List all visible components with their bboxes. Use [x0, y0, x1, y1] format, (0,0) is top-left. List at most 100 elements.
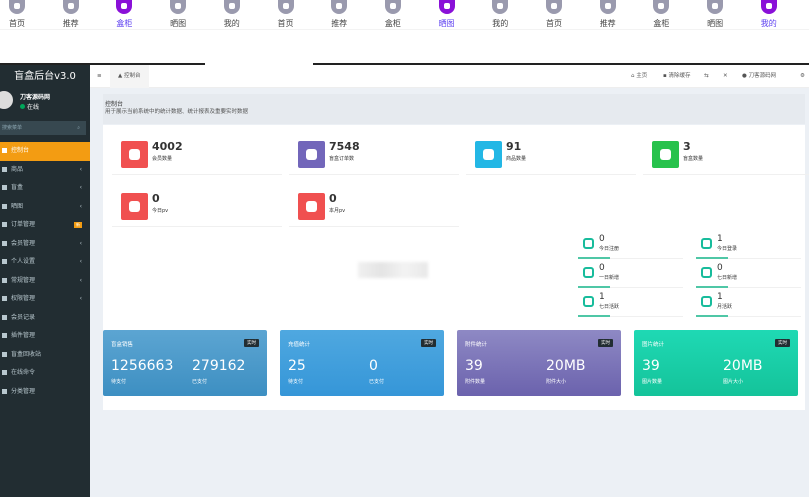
chevron-left-icon: ‹: [79, 202, 82, 210]
mini-stat-icon: [583, 267, 594, 278]
chevron-left-icon: ‹: [79, 295, 82, 302]
tab-item[interactable]: 我的: [212, 0, 252, 29]
sidebar-item[interactable]: 插件管理: [0, 327, 90, 346]
tab-item[interactable]: 晒图: [158, 0, 198, 29]
top-navbar: ≡ ▲ 控制台 ⌂ 主页 ▪ 清除缓存 ⇆ ✕ ● 刀客源码网 ⚙: [90, 65, 809, 88]
mini-stat-label: 今日登录: [717, 246, 738, 252]
mini-stat-icon: [701, 238, 712, 249]
sidebar-item-label: 晒图: [11, 202, 24, 210]
search-icon[interactable]: ⌕: [77, 125, 80, 131]
tab-item[interactable]: 推荐: [588, 0, 628, 29]
realtime-badge: 实时: [421, 339, 436, 347]
sidebar-item[interactable]: 盲盒 ‹: [0, 179, 90, 198]
menu-icon: [2, 333, 7, 338]
tab-icon: [116, 0, 133, 14]
stat-icon: [652, 141, 679, 168]
sidebar-item[interactable]: 商品 ‹: [0, 161, 90, 180]
stat-label: 盲盒数量: [683, 156, 704, 162]
tab-label: 首页: [546, 19, 562, 28]
sidebar-item-label: 常规管理: [11, 276, 36, 284]
stat-card: 0 今日pv: [112, 189, 282, 227]
menu-search-input[interactable]: 搜索菜单 ⌕: [0, 121, 86, 135]
user-menu[interactable]: ● 刀客源码网: [742, 73, 777, 79]
home-link[interactable]: ⌂ 主页: [631, 73, 648, 79]
tab-item[interactable]: 盒柜: [641, 0, 681, 29]
mini-stat-icon: [701, 296, 712, 307]
tab-icon: [223, 0, 240, 14]
tab-dashboard[interactable]: ▲ 控制台: [110, 65, 149, 88]
tab-label: 晒图: [438, 19, 455, 28]
sidebar-item-label: 在线命令: [11, 369, 36, 376]
secondary-value: 20MB: [723, 358, 763, 374]
clear-cache-button[interactable]: ▪ 清除缓存: [663, 73, 691, 79]
secondary-label: 附件大小: [546, 379, 567, 385]
home-label: 主页: [636, 73, 648, 79]
sidebar-item[interactable]: 会员记录: [0, 309, 90, 328]
mini-stat-icon: [701, 267, 712, 278]
tab-item[interactable]: 盒柜: [373, 0, 413, 29]
settings-icon[interactable]: ⚙: [800, 73, 805, 79]
tab-item[interactable]: 首页: [266, 0, 306, 29]
sidebar-item[interactable]: 晒图 ‹: [0, 198, 90, 217]
tab-item[interactable]: 我的: [749, 0, 789, 29]
primary-label: 附件数量: [465, 379, 486, 385]
sidebar-item-label: 插件管理: [11, 332, 36, 339]
sidebar-item[interactable]: 分类管理: [0, 383, 90, 402]
sidebar-item[interactable]: 常规管理 ‹: [0, 272, 90, 291]
summary-card: 充值统计 实时 25 待支付 0 已支付: [280, 330, 444, 396]
stat-label: 本月pv: [329, 208, 346, 214]
secondary-value: 20MB: [546, 358, 586, 374]
tab-item[interactable]: 首页: [534, 0, 574, 29]
summary-card: 盲盒销售 实时 1256663 待支付 279162 已支付: [103, 330, 267, 396]
sidebar-item[interactable]: 订单管理 新: [0, 216, 90, 235]
sidebar-item[interactable]: 盲盒回收站: [0, 346, 90, 365]
tab-label: 推荐: [599, 19, 616, 28]
sidebar-item[interactable]: 在线命令: [0, 364, 90, 383]
tab-item[interactable]: 首页: [0, 0, 37, 29]
user-status: 在线: [20, 102, 39, 111]
stat-value: 0: [152, 192, 160, 205]
tab-item[interactable]: 晒图: [427, 0, 467, 29]
loading-image-placeholder: [358, 262, 428, 278]
stat-card: 0 本月pv: [289, 189, 459, 227]
fullscreen-icon[interactable]: ✕: [723, 73, 728, 79]
sidebar-item[interactable]: 个人设置 ‹: [0, 253, 90, 272]
translate-icon[interactable]: ⇆: [704, 73, 709, 79]
sidebar-item-label: 控制台: [11, 147, 30, 154]
user-name: 刀客源码网: [20, 94, 51, 101]
chevron-left-icon: ‹: [79, 239, 82, 247]
sidebar-item[interactable]: 会员管理 ‹: [0, 235, 90, 254]
chevron-left-icon: ‹: [79, 184, 82, 191]
mini-stat: 1 今日登录: [696, 233, 801, 259]
menu-icon: [2, 222, 7, 227]
sidebar-item[interactable]: 权限管理 ‹: [0, 290, 90, 309]
mini-stat: 1 月活跃: [696, 291, 801, 317]
chevron-left-icon: ‹: [79, 258, 82, 265]
menu-icon: [2, 203, 7, 209]
tab-item[interactable]: 推荐: [51, 0, 91, 29]
card-title: 充值统计: [288, 342, 311, 348]
menu-toggle-icon[interactable]: ≡: [97, 73, 102, 79]
tab-icon: [653, 0, 670, 14]
tab-item[interactable]: 推荐: [319, 0, 359, 29]
tab-icon: [277, 0, 294, 14]
sidebar-item-label: 盲盒: [11, 184, 24, 191]
dashboard-panel: 4002 会员数量 7548 盲盒订单数 91 商品数量 3 盲盒数量 0 今日pv 0 本月pv 0 今…: [103, 125, 809, 410]
tab-item[interactable]: 盒柜: [104, 0, 144, 29]
stat-icon: [121, 193, 148, 220]
tab-item[interactable]: 晒图: [695, 0, 735, 29]
stat-value: 4002: [152, 140, 183, 153]
mini-stat-icon: [583, 238, 594, 249]
user-menu-label: 刀客源码网: [748, 73, 777, 79]
menu-icon: [2, 388, 7, 394]
tab-item[interactable]: 我的: [480, 0, 520, 29]
summary-card: 附件统计 实时 39 附件数量 20MB 附件大小: [457, 330, 621, 396]
menu-icon: [2, 296, 7, 301]
mini-stat-label: 七日活跃: [599, 304, 620, 310]
sidebar-item[interactable]: 控制台: [0, 142, 90, 161]
chevron-left-icon: ‹: [79, 165, 82, 173]
stat-label: 会员数量: [152, 156, 173, 162]
mini-stat-value: 0: [599, 263, 605, 273]
stat-card: 4002 会员数量: [112, 137, 282, 175]
stat-label: 今日pv: [152, 208, 169, 214]
